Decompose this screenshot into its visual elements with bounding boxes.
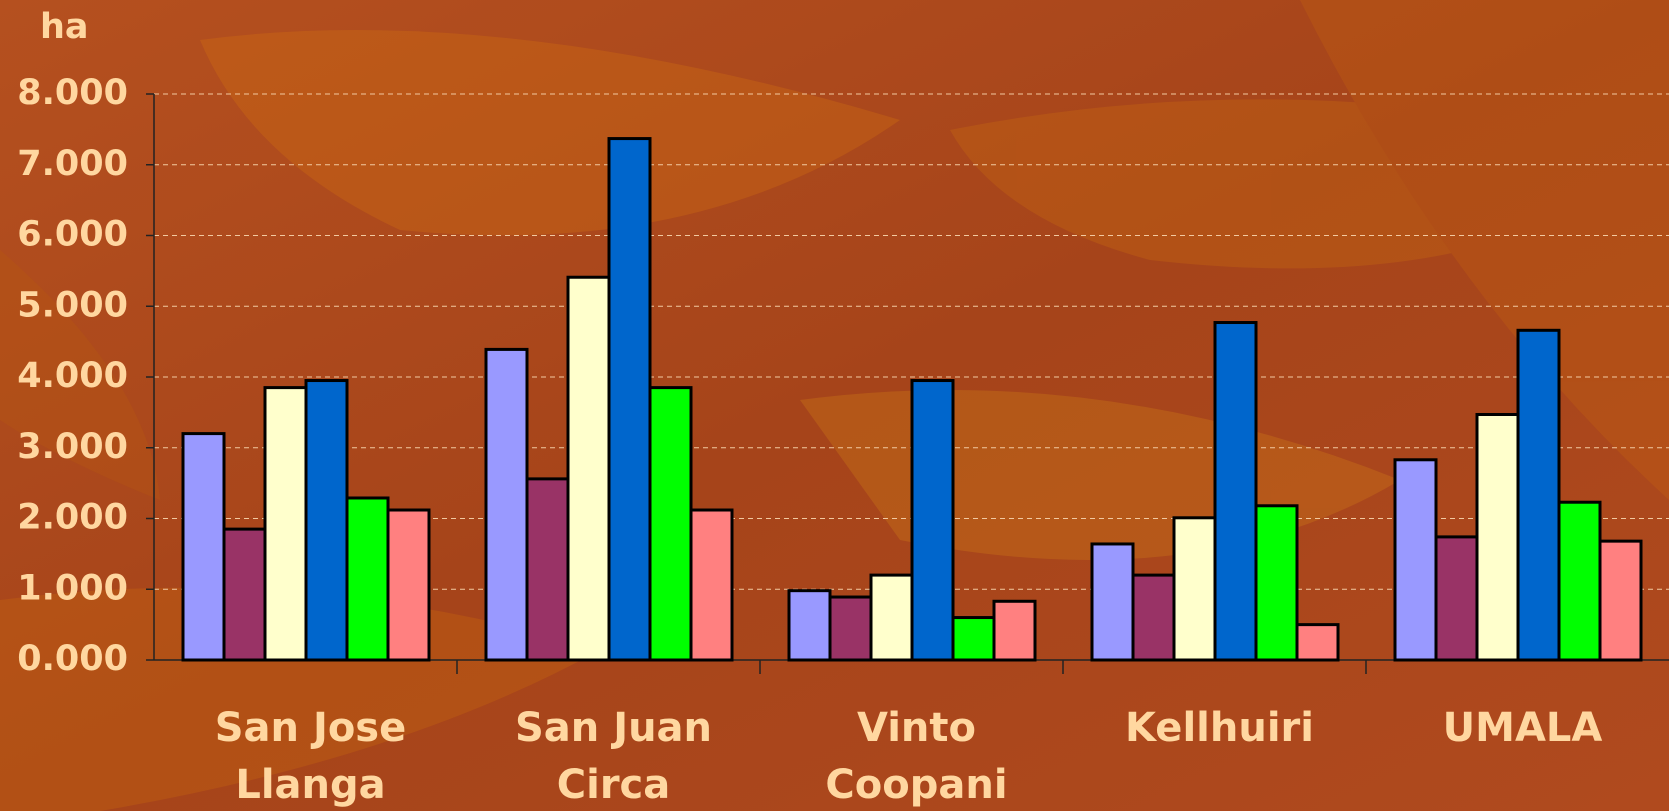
- y-axis-label: ha: [40, 7, 89, 47]
- y-tick-label: 6.000: [17, 215, 128, 255]
- bar: [265, 388, 306, 660]
- y-tick-label: 2.000: [17, 498, 128, 538]
- bar: [994, 601, 1035, 660]
- bar: [1477, 414, 1518, 660]
- chart: ha 0.000 1.000 2.000 3.000 4.000 5.000 6.000 7.…: [0, 0, 1669, 811]
- bar: [568, 277, 609, 660]
- bar: [527, 479, 568, 660]
- bar: [388, 510, 429, 660]
- bar: [347, 498, 388, 660]
- bar: [650, 388, 691, 660]
- bar: [1600, 541, 1641, 660]
- bar: [1518, 330, 1559, 660]
- bar: [912, 381, 953, 660]
- bar: [1092, 544, 1133, 660]
- bar: [953, 618, 994, 660]
- bar: [1215, 323, 1256, 660]
- x-tick-label: Vinto Coopani: [765, 700, 1068, 811]
- y-tick-label: 0.000: [17, 639, 128, 679]
- y-tick-label: 3.000: [17, 427, 128, 467]
- bar: [1256, 506, 1297, 660]
- bar: [1133, 575, 1174, 660]
- bar: [1436, 537, 1477, 660]
- bar: [871, 575, 912, 660]
- bar: [224, 529, 265, 660]
- bar: [609, 139, 650, 660]
- x-tick-label: UMALA: [1371, 700, 1669, 757]
- bar: [486, 349, 527, 660]
- y-tick-label: 7.000: [17, 144, 128, 184]
- bar: [183, 434, 224, 660]
- x-tick-label: Kellhuiri: [1068, 700, 1371, 757]
- bar: [691, 510, 732, 660]
- bar: [1297, 625, 1338, 660]
- bar: [1559, 502, 1600, 660]
- x-tick-label: San Jose Llanga: [159, 700, 462, 811]
- bar: [306, 381, 347, 660]
- bar: [1174, 518, 1215, 660]
- page: ha 0.000 1.000 2.000 3.000 4.000 5.000 6.000 7.…: [0, 0, 1669, 811]
- x-tick-label: San Juan Circa: [462, 700, 765, 811]
- bar: [1395, 460, 1436, 660]
- y-tick-label: 5.000: [17, 285, 128, 325]
- y-tick-label: 1.000: [17, 568, 128, 608]
- y-tick-label: 8.000: [17, 73, 128, 113]
- bar: [830, 597, 871, 660]
- bar: [789, 591, 830, 660]
- y-tick-label: 4.000: [17, 356, 128, 396]
